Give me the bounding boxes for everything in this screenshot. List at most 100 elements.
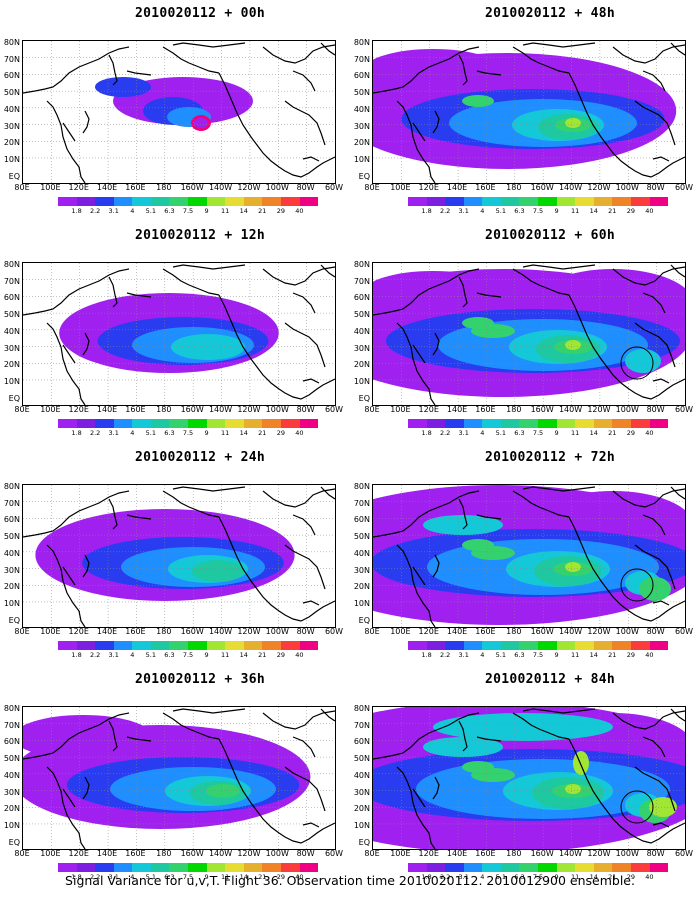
coastline: [108, 720, 118, 752]
colorbar-label: 14: [589, 873, 598, 881]
colorbar: [408, 641, 669, 650]
coastline: [652, 822, 670, 828]
coastline: [126, 292, 152, 298]
lon-tick-label: 120E: [68, 849, 89, 858]
lon-tick-label: 60W: [324, 627, 344, 636]
colorbar-swatch: [630, 197, 650, 206]
colorbar-label: 14: [239, 873, 248, 881]
colorbar-swatch: [408, 197, 427, 206]
colorbar-swatch: [299, 641, 319, 650]
lat-tick-label: 80N: [3, 704, 20, 713]
coastline: [652, 378, 670, 384]
colorbar-swatch: [445, 641, 464, 650]
lon-tick-label: 60W: [674, 183, 694, 192]
colorbar-swatch: [132, 197, 151, 206]
colorbar-label: 11: [221, 651, 230, 659]
colorbar-swatch: [538, 863, 557, 872]
colorbar-swatch: [612, 641, 631, 650]
colorbar-swatch: [630, 641, 650, 650]
coastline: [278, 156, 335, 178]
lon-tick-label: 140W: [558, 405, 583, 414]
lon-tick-label: 140E: [96, 627, 118, 636]
colorbar-swatch: [445, 197, 464, 206]
lon-tick-label: 120W: [587, 627, 611, 636]
colorbar-label: 2.2: [89, 429, 101, 437]
coastline: [612, 710, 685, 730]
colorbar-label: 5.1: [495, 873, 507, 881]
lon-tick-label: 100E: [390, 183, 411, 192]
variance-map: [22, 262, 336, 406]
lat-tick-label: 40N: [3, 326, 20, 336]
panel-title: 2010020112 + 60h: [484, 228, 616, 243]
colorbar-label: 1.8: [421, 651, 432, 659]
lon-tick-label: 140E: [96, 849, 118, 858]
coastline: [512, 46, 570, 74]
coastline: [62, 788, 76, 808]
coastline: [396, 544, 436, 627]
coastline: [262, 44, 335, 64]
colorbar-swatch: [556, 641, 576, 650]
colorbar-label: 14: [589, 651, 598, 659]
lat-tick-label: 70N: [3, 54, 20, 64]
colorbar-swatch: [482, 863, 501, 872]
lon-tick-label: 120E: [68, 183, 89, 192]
coastline: [126, 514, 152, 520]
lat-tick-label: 50N: [353, 532, 370, 542]
colorbar-swatch: [299, 197, 319, 206]
colorbar-label: 21: [608, 873, 617, 881]
colorbar-swatch: [58, 641, 77, 650]
colorbar-label: 7.5: [532, 873, 544, 881]
lon-tick-label: 100E: [40, 405, 61, 414]
colorbar-swatch: [58, 197, 77, 206]
colorbar-swatch: [463, 419, 483, 428]
coastline: [46, 544, 86, 627]
lon-tick-label: 80W: [646, 627, 665, 636]
colorbar-swatch: [649, 419, 669, 428]
lon-tick-label: 180: [506, 849, 522, 858]
colorbar-label: 2.2: [439, 651, 451, 659]
coastline: [218, 516, 280, 612]
colorbar-label: 6.3: [164, 651, 175, 659]
variance-map: [372, 484, 686, 628]
lat-tick-label: 50N: [353, 310, 370, 320]
colorbar-label: 11: [571, 873, 580, 881]
coastline: [262, 488, 335, 508]
coastline: [458, 276, 468, 308]
colorbar-swatch: [593, 863, 613, 872]
lat-tick-label: 50N: [353, 754, 370, 764]
coastline: [522, 486, 596, 492]
lon-tick-label: 80W: [646, 849, 665, 858]
coastline: [108, 498, 118, 530]
lat-tick-label: 80N: [353, 482, 370, 491]
lat-tick-label: 80N: [3, 38, 20, 47]
colorbar-label: 6.3: [164, 873, 175, 881]
coastline: [172, 264, 246, 270]
lon-tick-label: 180: [156, 405, 172, 414]
lon-tick-label: 120W: [587, 183, 611, 192]
colorbar-swatch: [169, 419, 189, 428]
lat-tick-label: 60N: [353, 71, 370, 81]
lon-tick-label: 140W: [208, 627, 233, 636]
colorbar-swatch: [262, 641, 281, 650]
coastline: [642, 514, 666, 536]
colorbar-swatch: [556, 863, 576, 872]
lon-tick-label: 100W: [615, 849, 639, 858]
lon-tick-label: 80W: [646, 405, 665, 414]
lon-tick-label: 160W: [180, 627, 204, 636]
target-circle: [620, 346, 654, 380]
map-panel: 2010020112 + 36h 80N 70N 60N 50N 40N 30N 20N 10N…: [0, 666, 350, 888]
coastline: [172, 486, 246, 492]
colorbar-label: 6.3: [514, 429, 525, 437]
lat-tick-label: 60N: [3, 515, 20, 525]
lon-tick-label: 160W: [180, 183, 204, 192]
coastline: [373, 490, 480, 538]
colorbar-label: 40: [295, 429, 304, 437]
colorbar-label: 2.2: [439, 207, 451, 215]
colorbar-swatch: [76, 419, 96, 428]
colorbar-label: 7.5: [182, 207, 194, 215]
lon-tick-label: 180: [506, 627, 522, 636]
coastline: [278, 378, 335, 400]
colorbar-swatch: [76, 197, 96, 206]
colorbar-label: 11: [221, 207, 230, 215]
colorbar-swatch: [556, 419, 576, 428]
